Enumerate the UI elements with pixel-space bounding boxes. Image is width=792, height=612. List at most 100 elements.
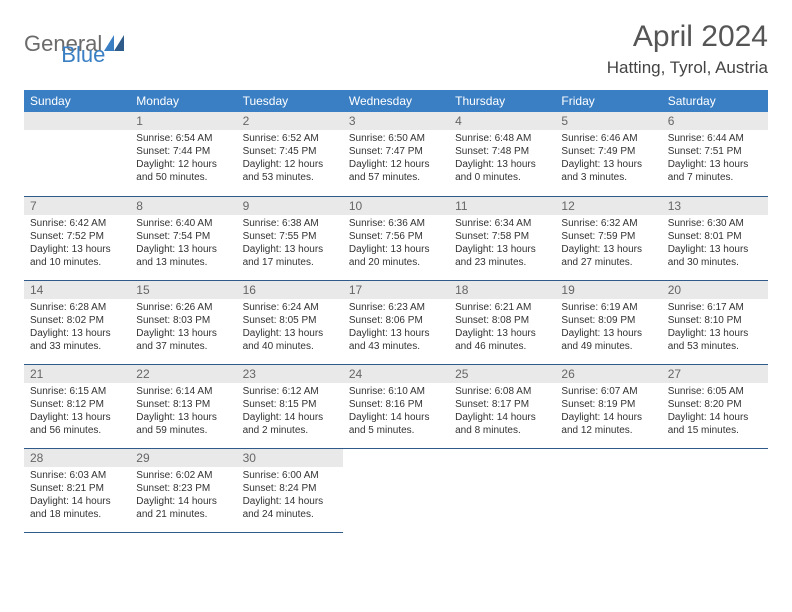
daylight-text-2: and 59 minutes. bbox=[136, 424, 230, 437]
logo-icon bbox=[104, 31, 124, 57]
header: General Blue April 2024 Hatting, Tyrol, … bbox=[24, 20, 768, 78]
sunrise-text: Sunrise: 6:50 AM bbox=[349, 132, 443, 145]
daylight-text-1: Daylight: 13 hours bbox=[136, 327, 230, 340]
calendar-cell: 26Sunrise: 6:07 AMSunset: 8:19 PMDayligh… bbox=[555, 364, 661, 448]
day-number: 3 bbox=[343, 112, 449, 130]
day-number: 24 bbox=[343, 365, 449, 383]
daylight-text-2: and 53 minutes. bbox=[243, 171, 337, 184]
daylight-text-2: and 46 minutes. bbox=[455, 340, 549, 353]
calendar-cell: 16Sunrise: 6:24 AMSunset: 8:05 PMDayligh… bbox=[237, 280, 343, 364]
calendar-cell: 5Sunrise: 6:46 AMSunset: 7:49 PMDaylight… bbox=[555, 112, 661, 196]
day-number: 30 bbox=[237, 449, 343, 467]
weekday-header: Saturday bbox=[662, 90, 768, 112]
calendar-cell: 30Sunrise: 6:00 AMSunset: 8:24 PMDayligh… bbox=[237, 448, 343, 532]
daylight-text-1: Daylight: 13 hours bbox=[561, 158, 655, 171]
sunset-text: Sunset: 7:55 PM bbox=[243, 230, 337, 243]
day-number bbox=[24, 112, 130, 130]
day-details: Sunrise: 6:28 AMSunset: 8:02 PMDaylight:… bbox=[24, 299, 130, 357]
day-details: Sunrise: 6:26 AMSunset: 8:03 PMDaylight:… bbox=[130, 299, 236, 357]
sunrise-text: Sunrise: 6:32 AM bbox=[561, 217, 655, 230]
day-number: 28 bbox=[24, 449, 130, 467]
sunset-text: Sunset: 8:06 PM bbox=[349, 314, 443, 327]
sunrise-text: Sunrise: 6:34 AM bbox=[455, 217, 549, 230]
daylight-text-2: and 12 minutes. bbox=[561, 424, 655, 437]
sunset-text: Sunset: 8:20 PM bbox=[668, 398, 762, 411]
day-number: 22 bbox=[130, 365, 236, 383]
day-details: Sunrise: 6:44 AMSunset: 7:51 PMDaylight:… bbox=[662, 130, 768, 188]
sunset-text: Sunset: 8:19 PM bbox=[561, 398, 655, 411]
sunrise-text: Sunrise: 6:03 AM bbox=[30, 469, 124, 482]
day-number: 10 bbox=[343, 197, 449, 215]
weekday-header: Monday bbox=[130, 90, 236, 112]
day-details: Sunrise: 6:30 AMSunset: 8:01 PMDaylight:… bbox=[662, 215, 768, 273]
calendar-cell: 2Sunrise: 6:52 AMSunset: 7:45 PMDaylight… bbox=[237, 112, 343, 196]
daylight-text-2: and 20 minutes. bbox=[349, 256, 443, 269]
day-number: 29 bbox=[130, 449, 236, 467]
sunrise-text: Sunrise: 6:21 AM bbox=[455, 301, 549, 314]
sunset-text: Sunset: 8:15 PM bbox=[243, 398, 337, 411]
weekday-header: Thursday bbox=[449, 90, 555, 112]
day-number: 6 bbox=[662, 112, 768, 130]
calendar-cell: 11Sunrise: 6:34 AMSunset: 7:58 PMDayligh… bbox=[449, 196, 555, 280]
calendar-cell: 4Sunrise: 6:48 AMSunset: 7:48 PMDaylight… bbox=[449, 112, 555, 196]
daylight-text-2: and 53 minutes. bbox=[668, 340, 762, 353]
sunrise-text: Sunrise: 6:12 AM bbox=[243, 385, 337, 398]
sunrise-text: Sunrise: 6:00 AM bbox=[243, 469, 337, 482]
day-details: Sunrise: 6:24 AMSunset: 8:05 PMDaylight:… bbox=[237, 299, 343, 357]
day-number: 19 bbox=[555, 281, 661, 299]
day-number: 1 bbox=[130, 112, 236, 130]
weekday-header: Sunday bbox=[24, 90, 130, 112]
daylight-text-1: Daylight: 13 hours bbox=[30, 411, 124, 424]
daylight-text-2: and 30 minutes. bbox=[668, 256, 762, 269]
day-number: 4 bbox=[449, 112, 555, 130]
day-number: 25 bbox=[449, 365, 555, 383]
daylight-text-2: and 24 minutes. bbox=[243, 508, 337, 521]
month-title: April 2024 bbox=[607, 20, 768, 54]
day-number: 17 bbox=[343, 281, 449, 299]
daylight-text-1: Daylight: 13 hours bbox=[455, 243, 549, 256]
daylight-text-2: and 37 minutes. bbox=[136, 340, 230, 353]
day-number: 14 bbox=[24, 281, 130, 299]
day-number: 7 bbox=[24, 197, 130, 215]
day-number: 12 bbox=[555, 197, 661, 215]
calendar-cell: 27Sunrise: 6:05 AMSunset: 8:20 PMDayligh… bbox=[662, 364, 768, 448]
sunrise-text: Sunrise: 6:30 AM bbox=[668, 217, 762, 230]
calendar-cell: 3 Sunrise: 6:50 AMSunset: 7:47 PMDaylight… bbox=[343, 112, 449, 196]
day-details: Sunrise: 6:52 AMSunset: 7:45 PMDaylight:… bbox=[237, 130, 343, 188]
sunrise-text: Sunrise: 6:23 AM bbox=[349, 301, 443, 314]
sunset-text: Sunset: 7:49 PM bbox=[561, 145, 655, 158]
daylight-text-2: and 33 minutes. bbox=[30, 340, 124, 353]
day-number: 5 bbox=[555, 112, 661, 130]
day-details: Sunrise: 6:17 AMSunset: 8:10 PMDaylight:… bbox=[662, 299, 768, 357]
day-details: Sunrise: 6:08 AMSunset: 8:17 PMDaylight:… bbox=[449, 383, 555, 441]
sunset-text: Sunset: 7:47 PM bbox=[349, 145, 443, 158]
daylight-text-2: and 27 minutes. bbox=[561, 256, 655, 269]
sunset-text: Sunset: 7:52 PM bbox=[30, 230, 124, 243]
calendar-cell: 13Sunrise: 6:30 AMSunset: 8:01 PMDayligh… bbox=[662, 196, 768, 280]
daylight-text-2: and 17 minutes. bbox=[243, 256, 337, 269]
daylight-text-1: Daylight: 14 hours bbox=[136, 495, 230, 508]
calendar-week-row: 28Sunrise: 6:03 AMSunset: 8:21 PMDayligh… bbox=[24, 448, 768, 532]
logo: General Blue bbox=[24, 20, 105, 68]
daylight-text-1: Daylight: 12 hours bbox=[349, 158, 443, 171]
calendar-cell: 23Sunrise: 6:12 AMSunset: 8:15 PMDayligh… bbox=[237, 364, 343, 448]
sunset-text: Sunset: 8:05 PM bbox=[243, 314, 337, 327]
daylight-text-2: and 57 minutes. bbox=[349, 171, 443, 184]
calendar-cell: 29Sunrise: 6:02 AMSunset: 8:23 PMDayligh… bbox=[130, 448, 236, 532]
day-details: Sunrise: 6:07 AMSunset: 8:19 PMDaylight:… bbox=[555, 383, 661, 441]
daylight-text-1: Daylight: 13 hours bbox=[668, 243, 762, 256]
calendar-cell: 15Sunrise: 6:26 AMSunset: 8:03 PMDayligh… bbox=[130, 280, 236, 364]
sunrise-text: Sunrise: 6:46 AM bbox=[561, 132, 655, 145]
sunrise-text: Sunrise: 6:08 AM bbox=[455, 385, 549, 398]
day-details: Sunrise: 6:46 AMSunset: 7:49 PMDaylight:… bbox=[555, 130, 661, 188]
sunrise-text: Sunrise: 6:52 AM bbox=[243, 132, 337, 145]
daylight-text-2: and 23 minutes. bbox=[455, 256, 549, 269]
sunrise-text: Sunrise: 6:05 AM bbox=[668, 385, 762, 398]
sunset-text: Sunset: 7:45 PM bbox=[243, 145, 337, 158]
sunset-text: Sunset: 7:56 PM bbox=[349, 230, 443, 243]
sunset-text: Sunset: 8:02 PM bbox=[30, 314, 124, 327]
daylight-text-1: Daylight: 13 hours bbox=[243, 243, 337, 256]
day-details: Sunrise: 6:23 AMSunset: 8:06 PMDaylight:… bbox=[343, 299, 449, 357]
sunset-text: Sunset: 7:48 PM bbox=[455, 145, 549, 158]
sunrise-text: Sunrise: 6:28 AM bbox=[30, 301, 124, 314]
